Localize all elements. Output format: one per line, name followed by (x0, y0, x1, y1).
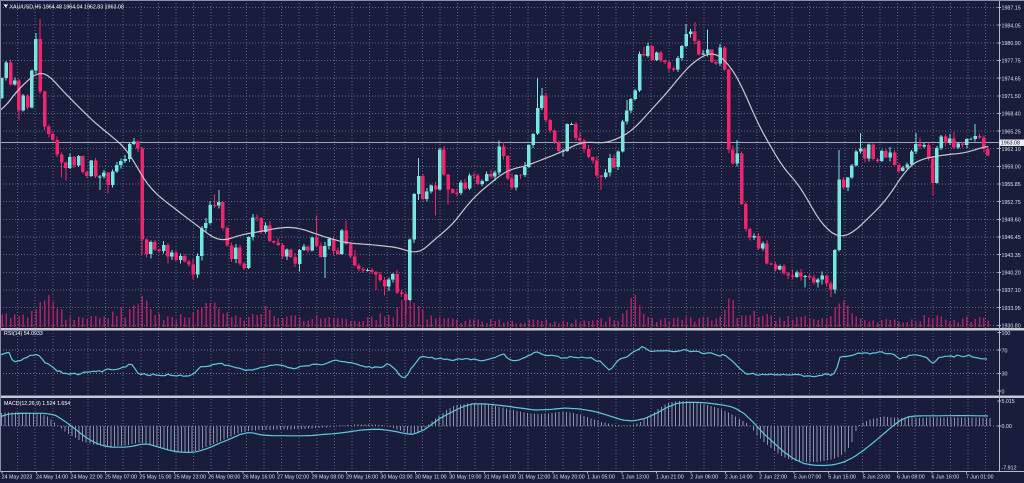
svg-text:70: 70 (1002, 348, 1008, 354)
svg-text:-7.912: -7.912 (1002, 466, 1017, 472)
svg-text:31 May 12:00: 31 May 12:00 (518, 475, 550, 481)
svg-text:1962.10: 1962.10 (1002, 147, 1021, 153)
svg-text:2 Jun 06:00: 2 Jun 06:00 (690, 475, 718, 481)
svg-text:1949.60: 1949.60 (1002, 218, 1021, 224)
svg-text:5 Jun 23:00: 5 Jun 23:00 (863, 475, 891, 481)
svg-text:30: 30 (1002, 372, 1008, 378)
svg-text:30 May 19:00: 30 May 19:00 (449, 475, 481, 481)
svg-text:2 Jun 22:00: 2 Jun 22:00 (759, 475, 787, 481)
svg-text:100: 100 (1002, 331, 1011, 337)
svg-text:1946.45: 1946.45 (1002, 235, 1021, 241)
svg-text:24 May 14:00: 24 May 14:00 (36, 475, 68, 481)
svg-text:0.00: 0.00 (1002, 424, 1012, 430)
svg-text:24 May 22:00: 24 May 22:00 (71, 475, 103, 481)
svg-text:26 May 16:00: 26 May 16:00 (243, 475, 275, 481)
svg-text:26 May 08:00: 26 May 08:00 (208, 475, 240, 481)
svg-text:5 Jun 07:00: 5 Jun 07:00 (794, 475, 822, 481)
svg-text:25 May 07:00: 25 May 07:00 (105, 475, 137, 481)
svg-text:1965.25: 1965.25 (1002, 129, 1021, 135)
svg-text:29 May 08:00: 29 May 08:00 (312, 475, 344, 481)
svg-text:XAU/USD,H5 1964.48 1964.04 19: XAU/USD,H5 1964.48 1964.04 1962.83 1963.… (10, 5, 124, 11)
svg-text:25 May 15:00: 25 May 15:00 (139, 475, 171, 481)
svg-text:1984.05: 1984.05 (1002, 23, 1021, 29)
svg-text:RSI(14) 54.0933: RSI(14) 54.0933 (4, 331, 43, 337)
svg-text:1 Jun 05:00: 1 Jun 05:00 (587, 475, 615, 481)
svg-text:1963.08: 1963.08 (1001, 141, 1020, 147)
svg-text:30 May 03:00: 30 May 03:00 (380, 475, 412, 481)
svg-text:1987.15: 1987.15 (1002, 6, 1021, 12)
svg-text:1937.10: 1937.10 (1002, 288, 1021, 294)
svg-text:6 Jun 08:00: 6 Jun 08:00 (897, 475, 925, 481)
svg-text:1971.50: 1971.50 (1002, 94, 1021, 100)
svg-text:7 Jun 01:00: 7 Jun 01:00 (966, 475, 994, 481)
svg-text:MACD(12,26,9) 1.524 1.654: MACD(12,26,9) 1.524 1.654 (4, 401, 70, 407)
svg-text:1968.40: 1968.40 (1002, 112, 1021, 118)
svg-text:6 Jun 16:00: 6 Jun 16:00 (932, 475, 960, 481)
svg-text:0: 0 (1002, 389, 1005, 395)
svg-text:1959.00: 1959.00 (1002, 165, 1021, 171)
svg-text:31 May 20:00: 31 May 20:00 (553, 475, 585, 481)
svg-text:31 May 04:00: 31 May 04:00 (484, 475, 516, 481)
svg-text:1980.90: 1980.90 (1002, 41, 1021, 47)
svg-text:1933.95: 1933.95 (1002, 306, 1021, 312)
svg-text:29 May 16:00: 29 May 16:00 (346, 475, 378, 481)
svg-text:5.015: 5.015 (1002, 399, 1015, 405)
svg-text:1977.75: 1977.75 (1002, 59, 1021, 65)
svg-text:5 Jun 15:00: 5 Jun 15:00 (828, 475, 856, 481)
svg-text:1952.75: 1952.75 (1002, 200, 1021, 206)
svg-text:1943.35: 1943.35 (1002, 253, 1021, 259)
svg-text:1955.85: 1955.85 (1002, 182, 1021, 188)
svg-text:1 Jun 21:00: 1 Jun 21:00 (656, 475, 684, 481)
svg-text:1 Jun 13:00: 1 Jun 13:00 (622, 475, 650, 481)
svg-text:27 May 02:00: 27 May 02:00 (277, 475, 309, 481)
svg-text:1940.20: 1940.20 (1002, 271, 1021, 277)
svg-text:24 May 2023: 24 May 2023 (2, 475, 33, 481)
svg-text:2 Jun 14:00: 2 Jun 14:00 (725, 475, 753, 481)
svg-text:1974.65: 1974.65 (1002, 76, 1021, 82)
svg-text:1930.80: 1930.80 (1002, 324, 1021, 330)
svg-text:30 May 11:00: 30 May 11:00 (415, 475, 447, 481)
svg-text:25 May 23:00: 25 May 23:00 (174, 475, 206, 481)
